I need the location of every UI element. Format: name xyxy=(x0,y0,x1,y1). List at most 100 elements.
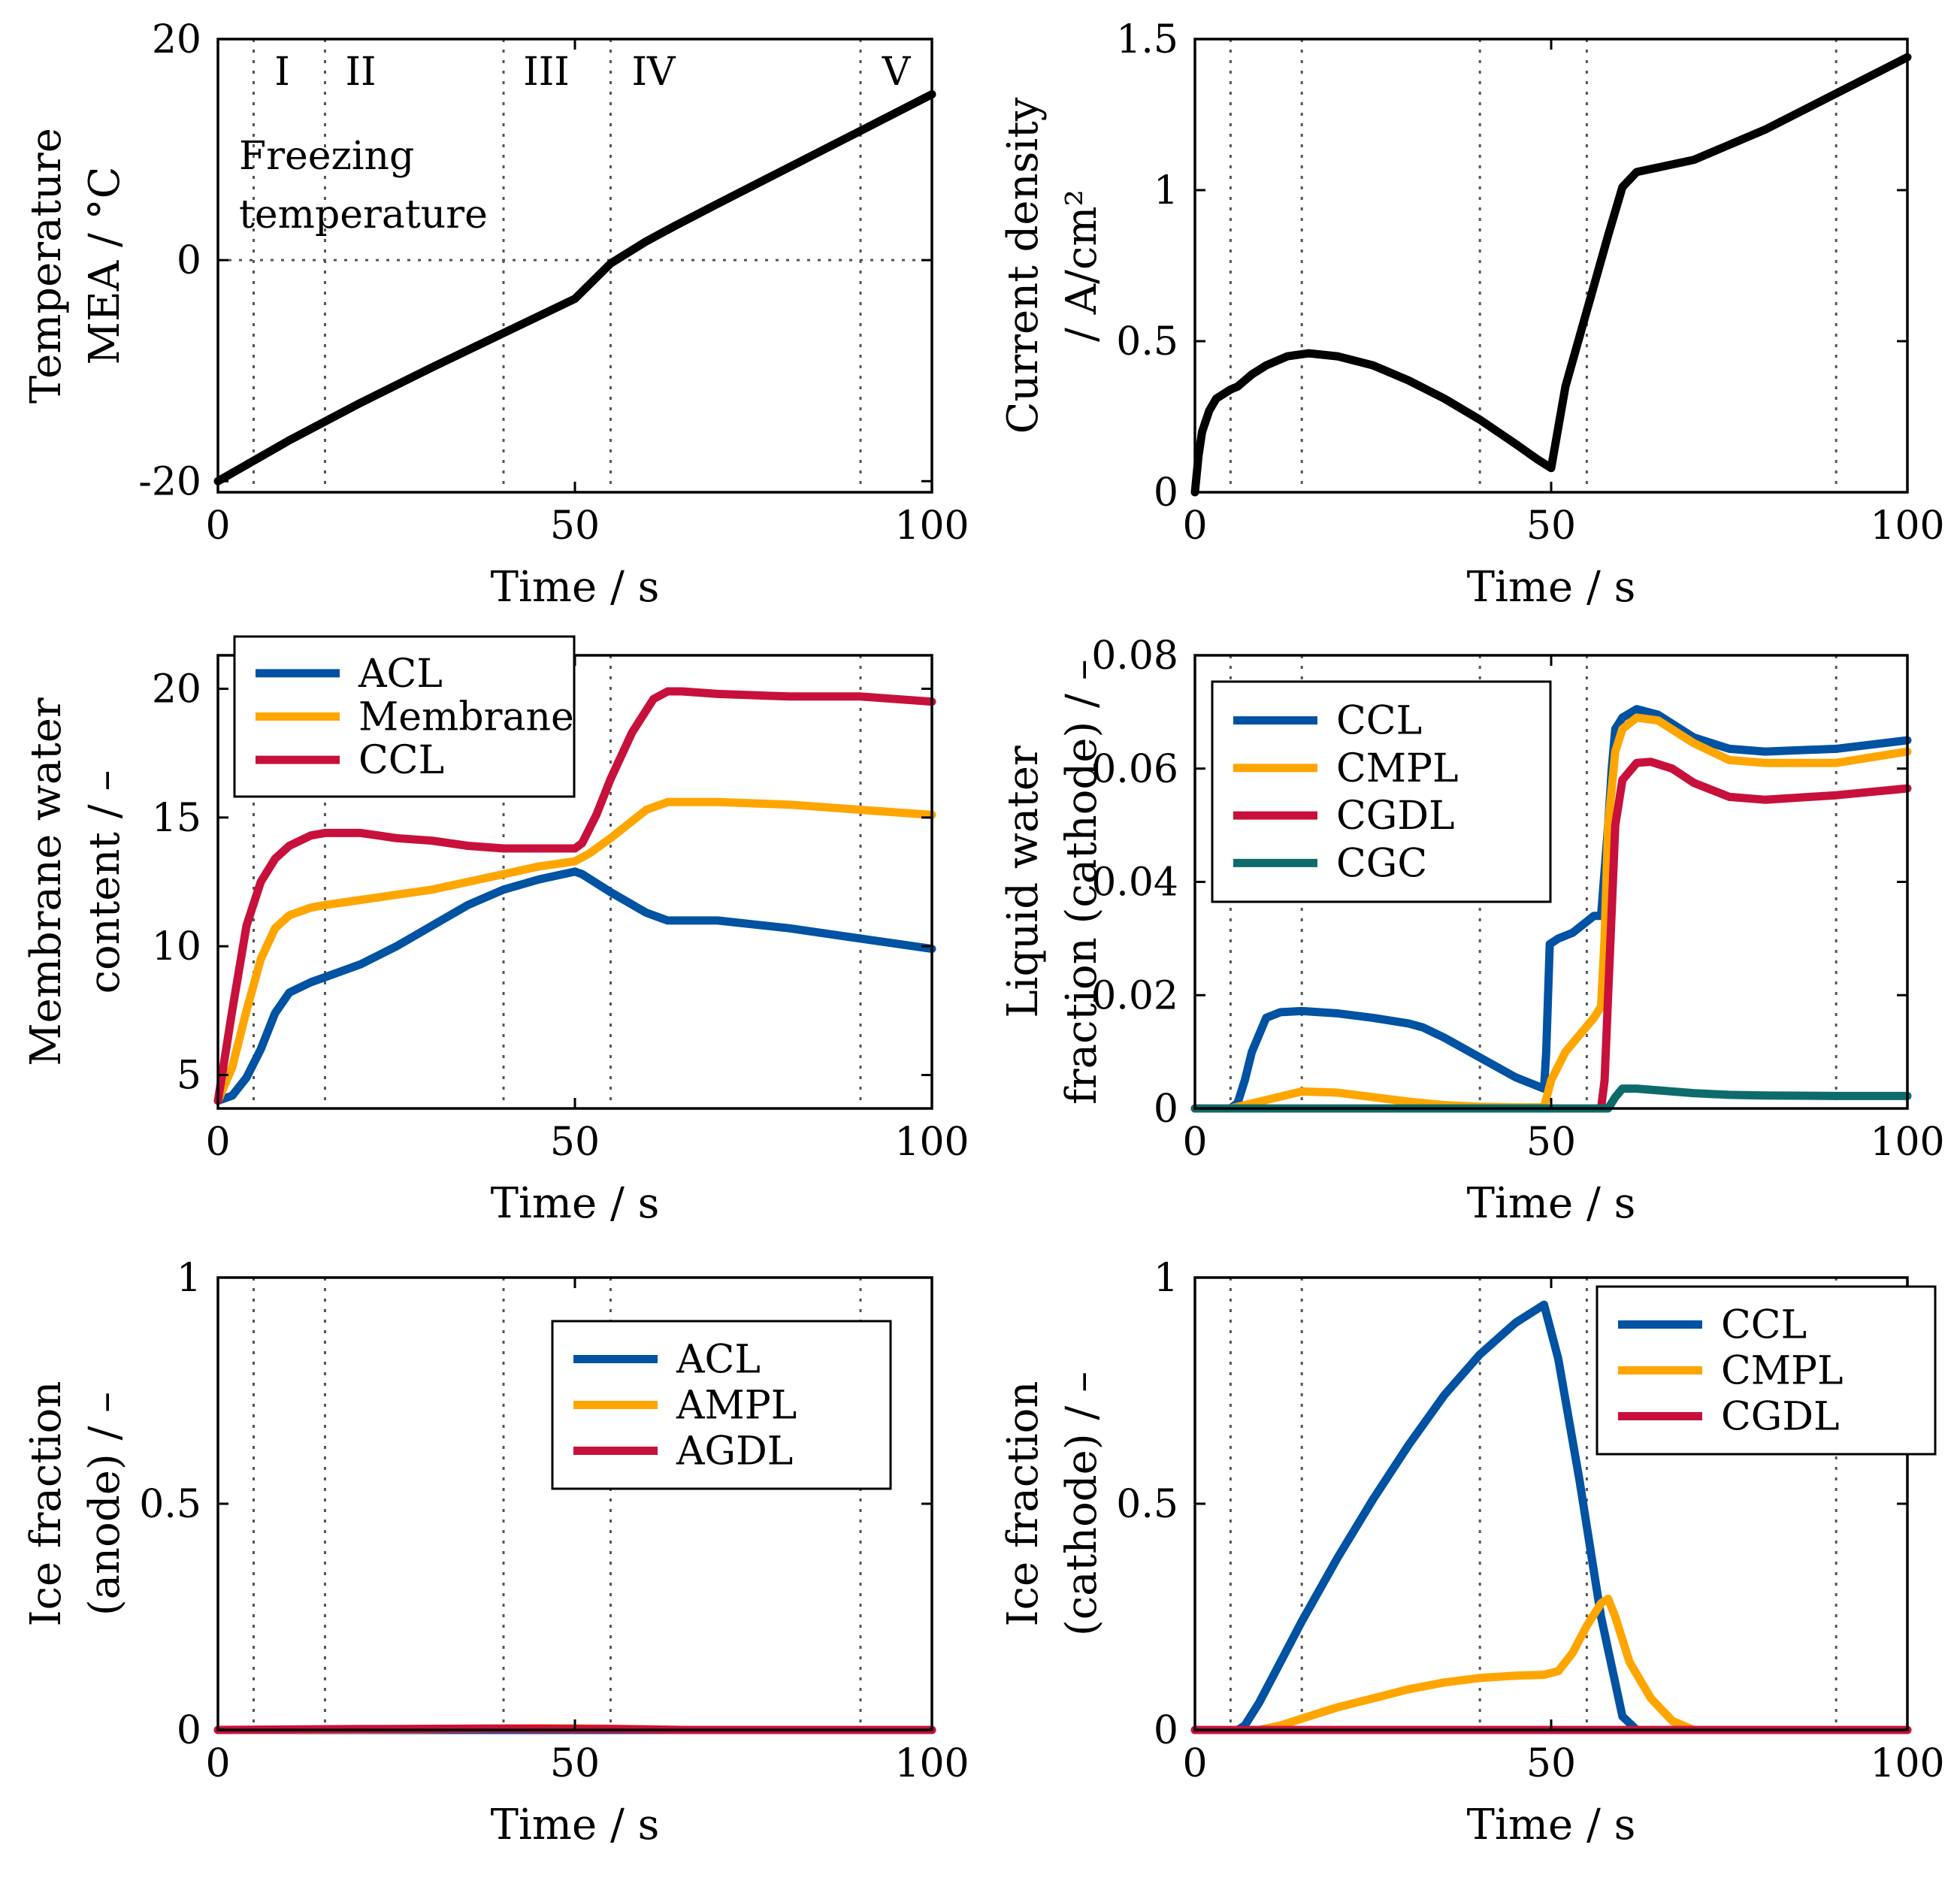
y-tick-label: 1 xyxy=(1154,1256,1178,1301)
y-tick-label: 1 xyxy=(1154,168,1178,213)
y-tick-label: 20 xyxy=(152,17,201,62)
y-tick-label: 0 xyxy=(1154,470,1178,516)
x-tick-label: 100 xyxy=(1870,1741,1944,1786)
series-line-cgdl xyxy=(1190,758,1912,1113)
legend-label: CMPL xyxy=(1721,1349,1844,1394)
legend-label: CMPL xyxy=(1336,746,1459,791)
series-line-acl xyxy=(213,867,936,1105)
legend-label: AGDL xyxy=(676,1429,793,1474)
y-tick-label: 0.5 xyxy=(139,1482,201,1527)
phase-label: II xyxy=(345,50,376,95)
y-tick-label: 0.02 xyxy=(1091,973,1178,1018)
y-tick-label: 0 xyxy=(177,238,201,283)
x-axis-label: Time / s xyxy=(1467,1801,1636,1849)
x-tick-label: 50 xyxy=(1526,1741,1576,1786)
legend-label: ACL xyxy=(358,652,443,697)
x-tick-label: 50 xyxy=(550,1120,600,1165)
legend-label: CCL xyxy=(1721,1303,1807,1348)
x-axis-label: Time / s xyxy=(491,1179,660,1228)
y-tick-label: 0.5 xyxy=(1116,319,1178,364)
y-tick-label: 15 xyxy=(152,796,201,841)
x-tick-label: 0 xyxy=(205,1741,230,1786)
series-line-membrane xyxy=(213,797,936,1105)
phase-label: V xyxy=(882,50,912,95)
y-axis-label: (anode) / – xyxy=(80,1392,129,1616)
series-line-ccl xyxy=(213,687,936,1105)
x-tick-label: 100 xyxy=(1870,504,1944,549)
y-tick-label: 0.06 xyxy=(1091,747,1178,792)
x-tick-label: 50 xyxy=(550,1741,600,1786)
y-tick-label: 0.08 xyxy=(1091,634,1178,679)
y-axis-label: Current density xyxy=(999,97,1048,434)
y-tick-label: -20 xyxy=(138,459,201,504)
freezing-temperature-label: Freezing xyxy=(239,134,414,179)
x-tick-label: 100 xyxy=(894,1741,969,1786)
series-line-cmpl xyxy=(1190,713,1912,1113)
legend-label: AMPL xyxy=(676,1384,797,1429)
phase-label: IV xyxy=(631,50,676,95)
legend-label: CCL xyxy=(358,738,444,783)
y-axis-label: / A/cm² xyxy=(1057,189,1106,342)
legend-label: ACL xyxy=(676,1338,761,1383)
y-tick-label: 0 xyxy=(177,1708,201,1753)
y-axis-label: Membrane water xyxy=(22,697,71,1066)
y-tick-label: 1.5 xyxy=(1116,17,1178,62)
y-tick-label: 0.5 xyxy=(1116,1482,1178,1527)
y-tick-label: 20 xyxy=(152,667,201,712)
y-axis-label: MEA / °C xyxy=(80,167,129,365)
phase-label: III xyxy=(523,50,570,95)
y-axis-label: Temperature xyxy=(22,128,71,404)
y-axis-label: Liquid water xyxy=(999,745,1048,1018)
x-tick-label: 50 xyxy=(1526,1120,1576,1165)
x-tick-label: 100 xyxy=(894,504,969,549)
membrane-water-chart: 0 50 100 5 10 15 20 Time / s Membrane water conte… xyxy=(22,635,969,1228)
current-density-chart: 0 50 100 0 0.5 1 1.5 Time / s Current density / A… xyxy=(999,17,1945,612)
series-line-current-density xyxy=(1190,53,1912,497)
x-tick-label: 0 xyxy=(1182,1120,1207,1165)
phase-label: I xyxy=(274,50,290,95)
y-tick-label: 5 xyxy=(177,1053,201,1098)
x-axis-label: Time / s xyxy=(1467,563,1636,612)
x-tick-label: 100 xyxy=(894,1120,969,1165)
freezing-temperature-label: temperature xyxy=(239,192,488,237)
y-tick-label: 10 xyxy=(152,924,201,969)
legend-label: CGC xyxy=(1336,841,1427,886)
legend-label: Membrane xyxy=(358,695,574,740)
x-tick-label: 0 xyxy=(1182,1741,1207,1786)
series-line-cmpl xyxy=(1190,1594,1912,1734)
x-tick-label: 0 xyxy=(205,1120,230,1165)
liquid-water-cathode-chart: 0 50 100 0 0.02 0.04 0.06 0.08 Time / s Liquid wa… xyxy=(999,634,1945,1228)
x-tick-label: 0 xyxy=(1182,504,1207,549)
y-axis-label: Ice fraction xyxy=(999,1381,1048,1627)
y-tick-label: 0.04 xyxy=(1091,860,1178,906)
legend-label: CCL xyxy=(1336,699,1422,744)
series-line-ccl xyxy=(1190,705,1912,1113)
legend-label: CGDL xyxy=(1336,794,1455,839)
y-axis-label: Ice fraction xyxy=(22,1381,71,1627)
x-tick-label: 0 xyxy=(205,504,230,549)
y-tick-label: 1 xyxy=(177,1256,201,1301)
series-line-cgc xyxy=(1190,1084,1912,1113)
x-tick-label: 50 xyxy=(1526,504,1576,549)
y-tick-label: 0 xyxy=(1154,1087,1178,1132)
series-line-mea-temperature xyxy=(213,90,936,485)
legend-label: CGDL xyxy=(1721,1395,1840,1440)
ice-fraction-anode-chart: 0 50 100 0 0.5 1 Time / s Ice fraction (anode) /… xyxy=(22,1256,969,1849)
ice-fraction-cathode-chart: 0 50 100 0 0.5 1 Time / s Ice fraction (cathode)… xyxy=(999,1256,1945,1849)
x-tick-label: 100 xyxy=(1870,1120,1944,1165)
y-tick-label: 0 xyxy=(1154,1708,1178,1753)
x-axis-label: Time / s xyxy=(491,1801,660,1849)
series-line-ccl xyxy=(1190,1300,1912,1734)
x-axis-label: Time / s xyxy=(491,563,660,612)
y-axis-label: fraction (cathode) / – xyxy=(1057,659,1106,1104)
x-tick-label: 50 xyxy=(550,504,600,549)
x-axis-label: Time / s xyxy=(1467,1179,1636,1228)
y-axis-label: content / – xyxy=(80,770,129,994)
y-axis-label: (cathode) / – xyxy=(1057,1371,1106,1636)
